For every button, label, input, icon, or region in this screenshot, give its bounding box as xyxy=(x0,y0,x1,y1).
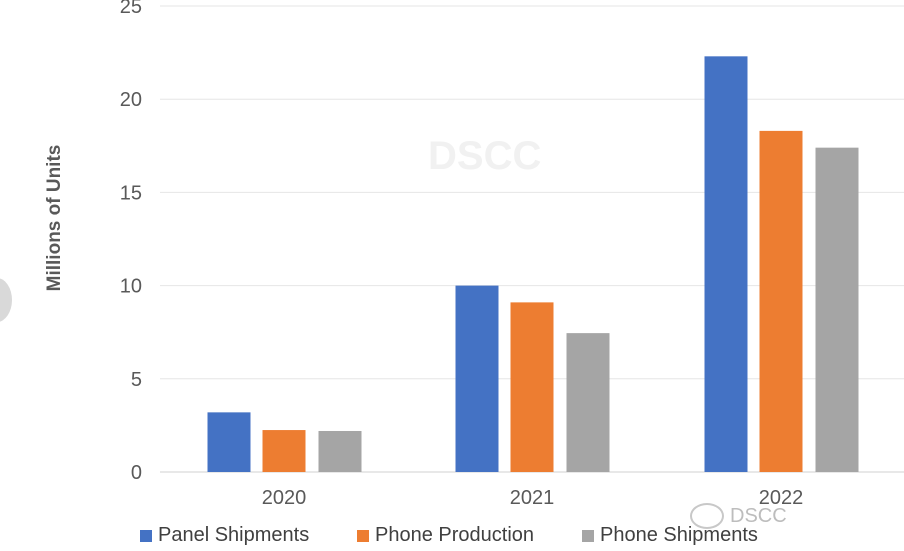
bar xyxy=(262,430,306,472)
legend-label: Panel Shipments xyxy=(158,524,310,546)
bar xyxy=(207,412,251,472)
y-tick-label: 15 xyxy=(120,182,142,204)
x-tick-label: 2020 xyxy=(262,487,307,509)
bar xyxy=(566,333,610,472)
wechat-watermark: DSCC xyxy=(690,503,787,529)
legend-item: Phone Production xyxy=(357,524,534,547)
bar xyxy=(510,302,554,472)
legend-label: Phone Production xyxy=(375,524,535,546)
legend-swatch xyxy=(357,529,369,542)
side-handle xyxy=(0,278,12,322)
legend-item: Phone Shipments xyxy=(582,524,758,547)
y-tick-label: 25 xyxy=(120,0,142,18)
bar xyxy=(455,285,499,472)
y-tick-label: 0 xyxy=(131,462,142,484)
bar xyxy=(704,56,748,472)
legend-swatch xyxy=(582,529,594,542)
legend: Panel Shipments Phone Production Phone Shi… xyxy=(0,524,904,550)
legend-label: Phone Shipments xyxy=(600,524,758,546)
legend-item: Panel Shipments xyxy=(140,524,309,547)
y-axis-label: Millions of Units xyxy=(44,144,65,292)
watermark: DSCC xyxy=(428,134,542,178)
bar xyxy=(759,130,803,472)
wechat-watermark-text: DSCC xyxy=(730,504,787,527)
wechat-icon xyxy=(690,503,724,529)
y-tick-label: 20 xyxy=(120,89,142,111)
y-tick-label: 5 xyxy=(131,369,142,391)
x-tick-label: 2022 xyxy=(759,487,804,509)
legend-swatch xyxy=(140,529,152,542)
bar xyxy=(815,147,859,472)
y-tick-label: 10 xyxy=(120,276,142,298)
bar xyxy=(318,430,362,472)
x-tick-label: 2021 xyxy=(510,487,555,509)
